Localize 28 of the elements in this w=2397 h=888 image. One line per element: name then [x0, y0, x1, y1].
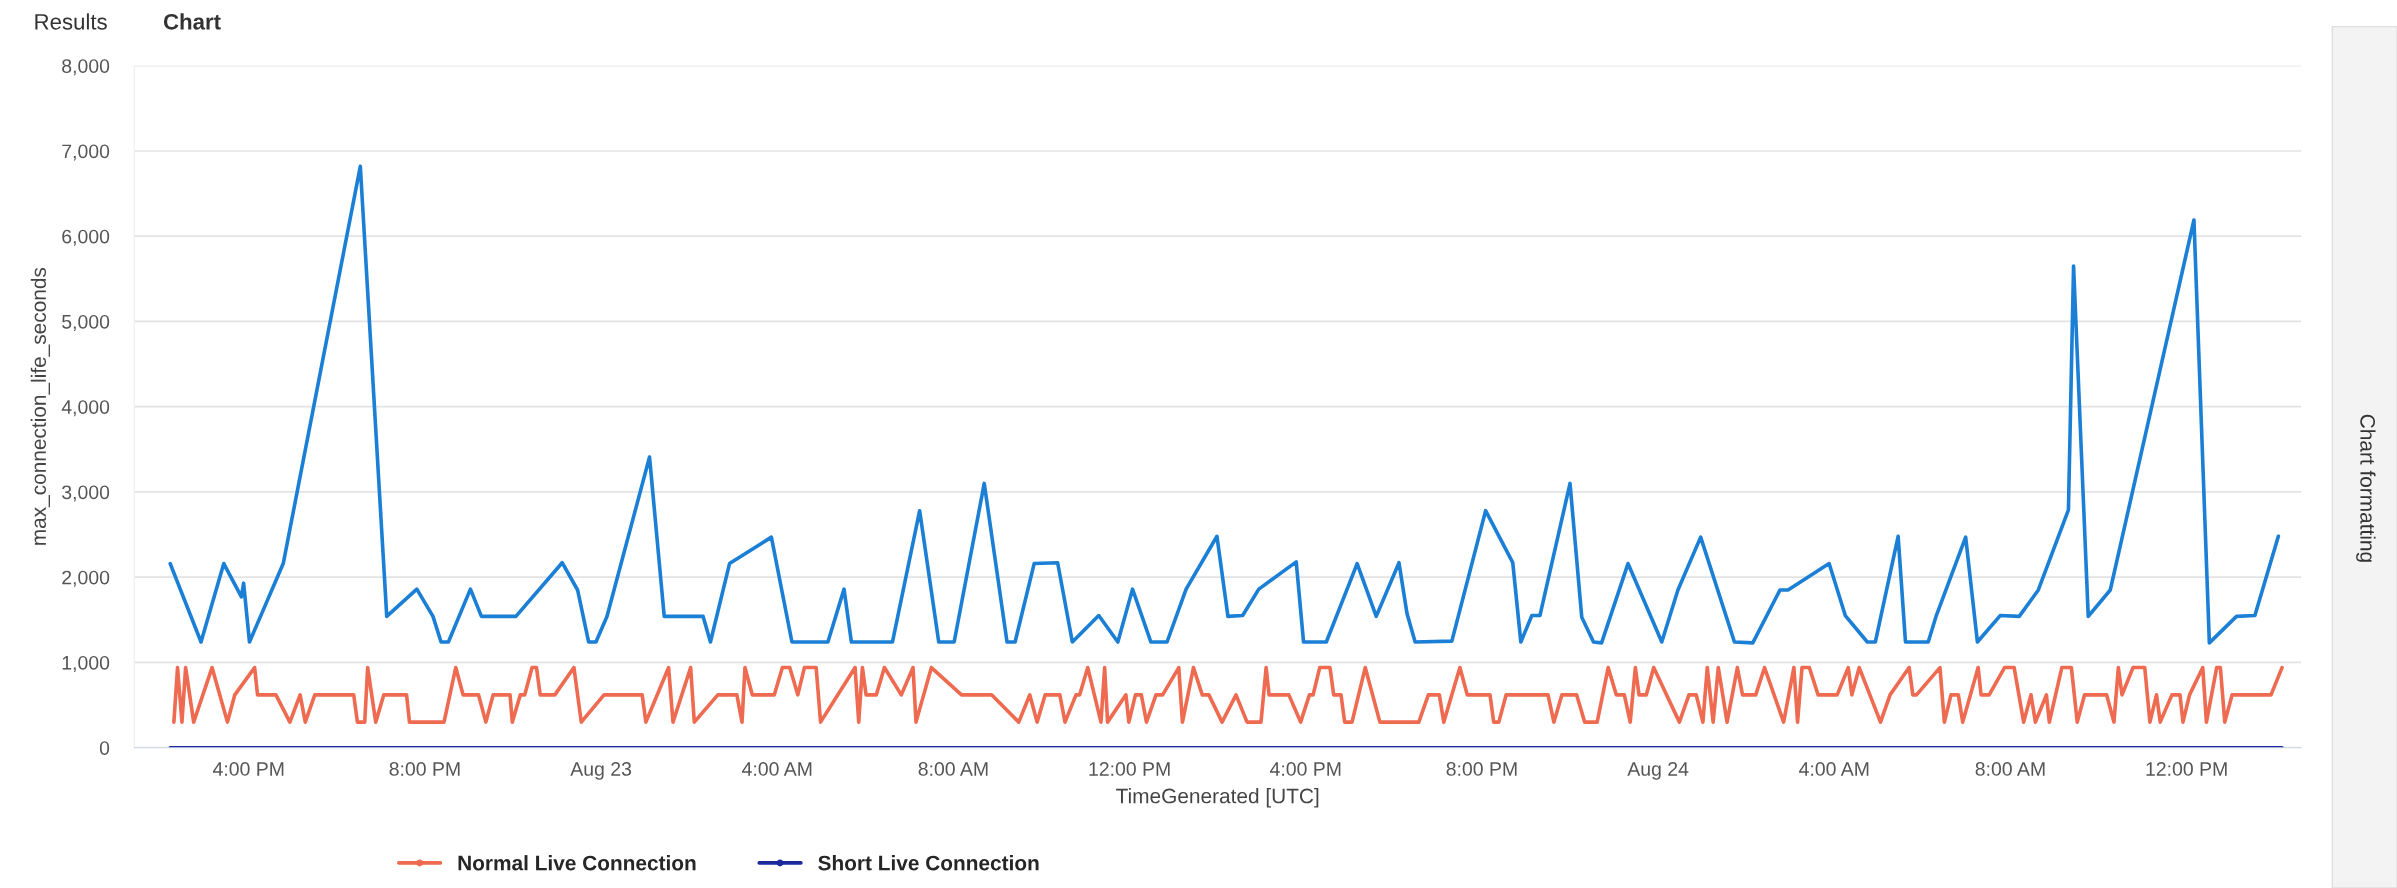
- y-tick-label: 3,000: [62, 485, 110, 502]
- y-tick-label: 4,000: [61, 400, 110, 417]
- x-axis-title: TimeGenerated [UTC]: [1116, 788, 1319, 808]
- text: Chart formatting: [2356, 414, 2376, 562]
- x-tick-label: 8:00 AM: [1975, 762, 2045, 776]
- y-tick-label: 7,000: [62, 144, 110, 161]
- y-tick-label: 2,000: [62, 570, 110, 587]
- x-tick-label: Aug 23: [570, 762, 632, 780]
- legend-label: Normal Live Connection: [458, 855, 696, 871]
- x-tick-label: 4:00 PM: [1270, 762, 1341, 776]
- y-tick-label: 6,000: [62, 229, 110, 246]
- y-axis-title: max_connection_life_seconds: [30, 267, 50, 545]
- y-tick-label: 5,000: [62, 314, 110, 331]
- x-tick-label: 4:00 AM: [742, 762, 812, 776]
- legend-label: Short Live Connection: [818, 855, 1039, 871]
- text: Results: [35, 13, 107, 30]
- y-tick-label: 8,000: [62, 59, 110, 76]
- y-tick-label: 0: [99, 741, 110, 755]
- x-tick-label: 8:00 AM: [918, 762, 988, 776]
- x-tick-label: 12:00 PM: [1089, 762, 1170, 776]
- x-tick-label: 12:00 PM: [2146, 762, 2227, 776]
- x-tick-label: 4:00 PM: [212, 762, 284, 776]
- x-tick-label: Aug 24: [1627, 762, 1689, 780]
- x-tick-label: 8:00 PM: [1446, 762, 1517, 776]
- x-tick-label: 8:00 PM: [389, 762, 460, 776]
- y-tick-label: 1,000: [62, 655, 110, 672]
- text: Chart: [163, 13, 221, 30]
- x-tick-label: 4:00 AM: [1799, 762, 1869, 776]
